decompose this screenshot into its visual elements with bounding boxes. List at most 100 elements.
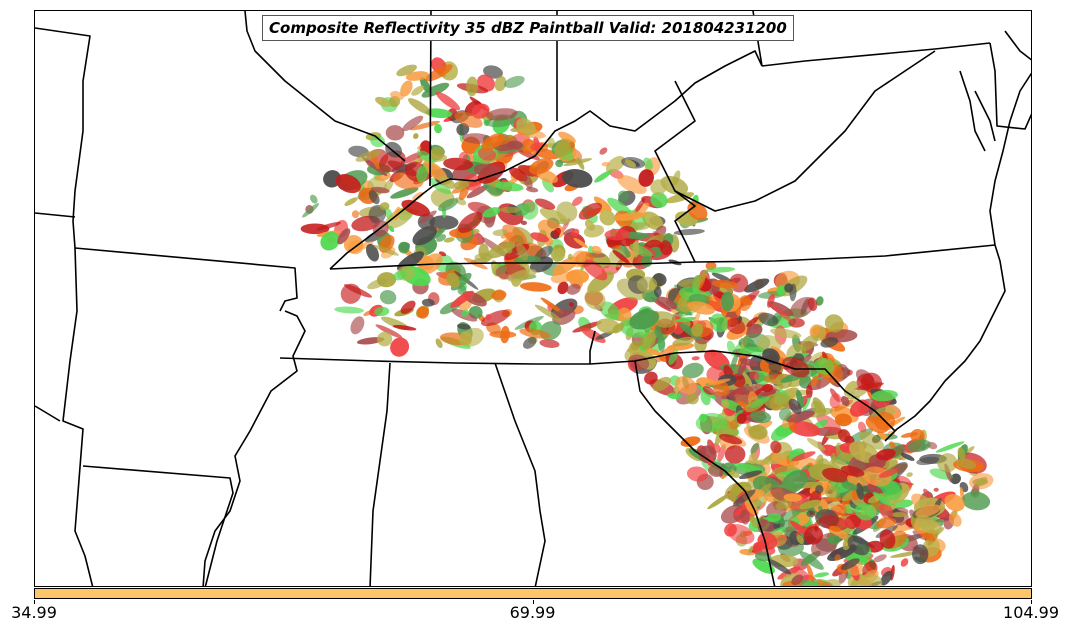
reflectivity-blob (400, 80, 413, 97)
reflectivity-blob (643, 157, 653, 170)
reflectivity-blob (393, 270, 407, 281)
reflectivity-blob (686, 392, 699, 405)
reflectivity-blob (385, 125, 405, 141)
reflectivity-blob (682, 362, 704, 379)
reflectivity-blob (770, 328, 802, 339)
reflectivity-blob (365, 243, 380, 262)
reflectivity-blob (948, 512, 962, 527)
reflectivity-blob (388, 225, 395, 233)
reflectivity-blob (829, 525, 841, 532)
reflectivity-blob (695, 269, 708, 286)
reflectivity-blob (519, 282, 552, 292)
border-line (634, 360, 776, 586)
reflectivity-blob (617, 175, 647, 195)
reflectivity-blob (880, 570, 893, 586)
reflectivity-blob (857, 421, 867, 433)
reflectivity-blob (751, 459, 781, 465)
reflectivity-blob (744, 278, 770, 293)
reflectivity-blob (785, 410, 815, 423)
reflectivity-blob (815, 485, 824, 494)
reflectivity-map (35, 11, 1031, 586)
reflectivity-blob (788, 398, 802, 415)
reflectivity-blob (790, 567, 810, 581)
reflectivity-blob (477, 147, 496, 161)
reflectivity-blob (821, 497, 843, 502)
reflectivity-blob (412, 191, 424, 201)
reflectivity-blob (507, 268, 537, 283)
reflectivity-blob (827, 544, 857, 562)
reflectivity-blob (726, 318, 746, 335)
reflectivity-blob (454, 111, 483, 128)
reflectivity-blob (419, 76, 431, 93)
reflectivity-blob (458, 331, 473, 347)
reflectivity-blob (408, 98, 432, 115)
reflectivity-blob (799, 334, 819, 352)
reflectivity-blob (373, 244, 399, 256)
reflectivity-blob (840, 465, 865, 477)
reflectivity-blob (817, 579, 842, 586)
reflectivity-blob (653, 286, 662, 298)
reflectivity-blob (417, 145, 422, 151)
reflectivity-blob (750, 396, 770, 408)
reflectivity-blob (396, 64, 417, 77)
reflectivity-blob (877, 431, 889, 441)
reflectivity-blob (370, 135, 385, 148)
border-line (35, 27, 91, 222)
reflectivity-blob (542, 178, 554, 193)
reflectivity-blob (466, 76, 479, 97)
reflectivity-blob (375, 96, 391, 107)
reflectivity-blob (337, 228, 351, 245)
reflectivity-blob (791, 451, 816, 462)
reflectivity-blob (814, 357, 835, 375)
reflectivity-blob (841, 481, 858, 491)
reflectivity-blob (957, 447, 966, 460)
reflectivity-blob (665, 192, 695, 204)
reflectivity-blob (707, 378, 731, 386)
reflectivity-blob (879, 503, 894, 520)
reflectivity-blob (419, 210, 437, 224)
reflectivity-blob (711, 272, 732, 283)
reflectivity-blob (434, 123, 442, 134)
reflectivity-blob (605, 156, 626, 173)
reflectivity-blob (534, 304, 562, 322)
reflectivity-blob (740, 509, 750, 525)
reflectivity-blob (838, 429, 851, 443)
reflectivity-blob (491, 290, 507, 301)
reflectivity-blob (795, 523, 818, 536)
reflectivity-blob (814, 525, 819, 532)
reflectivity-blob (720, 291, 735, 312)
reflectivity-blob (672, 170, 681, 186)
reflectivity-blob (617, 190, 629, 202)
colorbar (34, 588, 1032, 599)
reflectivity-blob (766, 512, 781, 523)
reflectivity-blob (629, 309, 659, 330)
reflectivity-blob (806, 563, 815, 583)
reflectivity-blob (749, 370, 760, 381)
reflectivity-blob (806, 510, 816, 518)
reflectivity-blob (443, 237, 455, 243)
reflectivity-blob (601, 161, 610, 167)
reflectivity-blob (691, 356, 700, 361)
colorbar-tick (532, 600, 534, 604)
reflectivity-blob (764, 393, 793, 411)
reflectivity-blob (825, 485, 839, 499)
reflectivity-blob (335, 174, 361, 194)
reflectivity-blob (438, 176, 456, 189)
reflectivity-blob (933, 487, 939, 492)
reflectivity-blob (405, 71, 429, 81)
reflectivity-blob (632, 240, 640, 258)
reflectivity-blob (900, 452, 915, 461)
reflectivity-blob (876, 517, 897, 529)
reflectivity-blob (859, 573, 883, 586)
reflectivity-blob (302, 203, 320, 218)
reflectivity-blob (937, 453, 958, 473)
reflectivity-blob (918, 519, 943, 534)
border-line (989, 42, 1031, 130)
reflectivity-blob (738, 295, 752, 312)
reflectivity-blob (724, 445, 746, 464)
reflectivity-blob (563, 228, 575, 236)
reflectivity-blob (856, 373, 875, 391)
reflectivity-blob (769, 302, 794, 324)
reflectivity-blob (758, 312, 779, 327)
border-line (35, 212, 76, 218)
